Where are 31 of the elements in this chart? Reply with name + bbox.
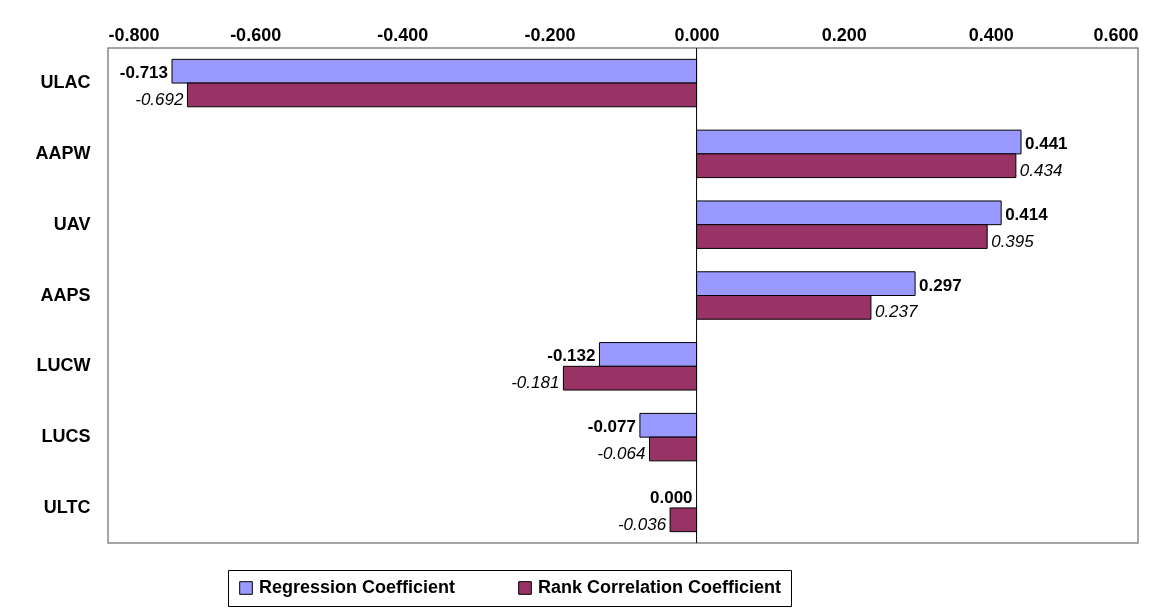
data-label: -0.077 — [587, 417, 636, 437]
y-tick-label: AAPS — [40, 284, 91, 305]
legend-label: Rank Correlation Coefficient — [538, 577, 782, 597]
data-label: -0.036 — [617, 514, 667, 534]
data-label: -0.692 — [135, 89, 184, 109]
x-tick-label: -0.600 — [230, 24, 282, 45]
legend-label: Regression Coefficient — [259, 577, 456, 597]
x-tick-label: -0.400 — [377, 24, 429, 45]
x-tick-label: 0.200 — [821, 24, 867, 45]
y-tick-label: AAPW — [35, 142, 91, 163]
x-tick-label: -0.200 — [524, 24, 576, 45]
x-tick-label: 0.000 — [674, 24, 720, 45]
data-label: -0.064 — [597, 443, 646, 463]
y-tick-label: UAV — [53, 213, 91, 234]
x-tick-label: 0.600 — [1093, 24, 1139, 45]
data-label: 0.000 — [650, 488, 693, 508]
data-label: 0.297 — [919, 275, 962, 295]
data-label: 0.434 — [1019, 160, 1063, 180]
x-tick-label: 0.400 — [968, 24, 1014, 45]
data-label: 0.237 — [874, 302, 919, 322]
data-label: 0.441 — [1025, 134, 1068, 154]
x-tick-label: -0.800 — [108, 24, 160, 45]
data-label: 0.395 — [991, 231, 1035, 251]
y-tick-label: LUCW — [36, 355, 91, 376]
data-label: -0.181 — [511, 373, 560, 393]
y-tick-label: LUCS — [41, 426, 91, 447]
data-label: -0.132 — [547, 346, 596, 366]
data-label: -0.713 — [119, 63, 169, 83]
y-tick-label: ULTC — [43, 496, 91, 517]
data-label: 0.414 — [1005, 204, 1049, 224]
y-tick-label: ULAC — [40, 72, 91, 93]
